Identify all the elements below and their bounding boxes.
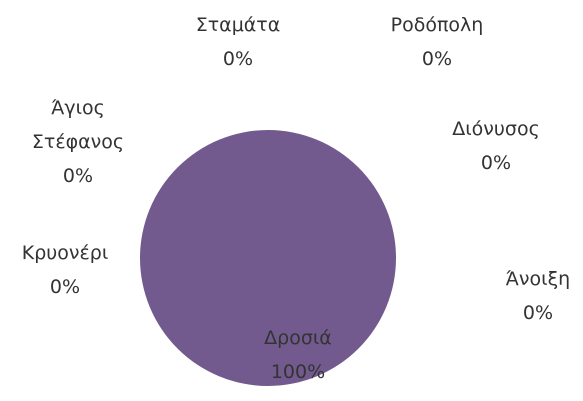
data-label: Άγιος Στέφανος 0% [8,91,148,193]
data-label: Διόνυσος 0% [452,112,539,180]
value-label: 0% [480,152,512,174]
category-label: Διόνυσος [452,118,540,140]
category-label: Σταμάτα [195,14,281,36]
data-label: Ροδόπολη 0% [391,8,484,76]
value-label: 0% [49,276,81,298]
data-label: Άνοιξη 0% [506,262,570,330]
value-label: 100% [270,361,326,383]
value-label: 0% [522,302,554,324]
value-label: 0% [421,48,453,70]
category-label: Δροσιά [264,327,332,349]
value-label: 0% [62,165,94,187]
pie-slice [140,130,396,386]
category-label: Κρυονέρι [21,242,109,264]
data-label: Δροσιά 100% [264,321,332,389]
data-label: Σταμάτα 0% [196,8,281,76]
category-label: Άνοιξη [505,268,571,290]
category-label: Άγιος Στέφανος [31,97,125,153]
value-label: 0% [222,48,254,70]
category-label: Ροδόπολη [390,14,484,36]
data-label: Κρυονέρι 0% [22,236,109,304]
